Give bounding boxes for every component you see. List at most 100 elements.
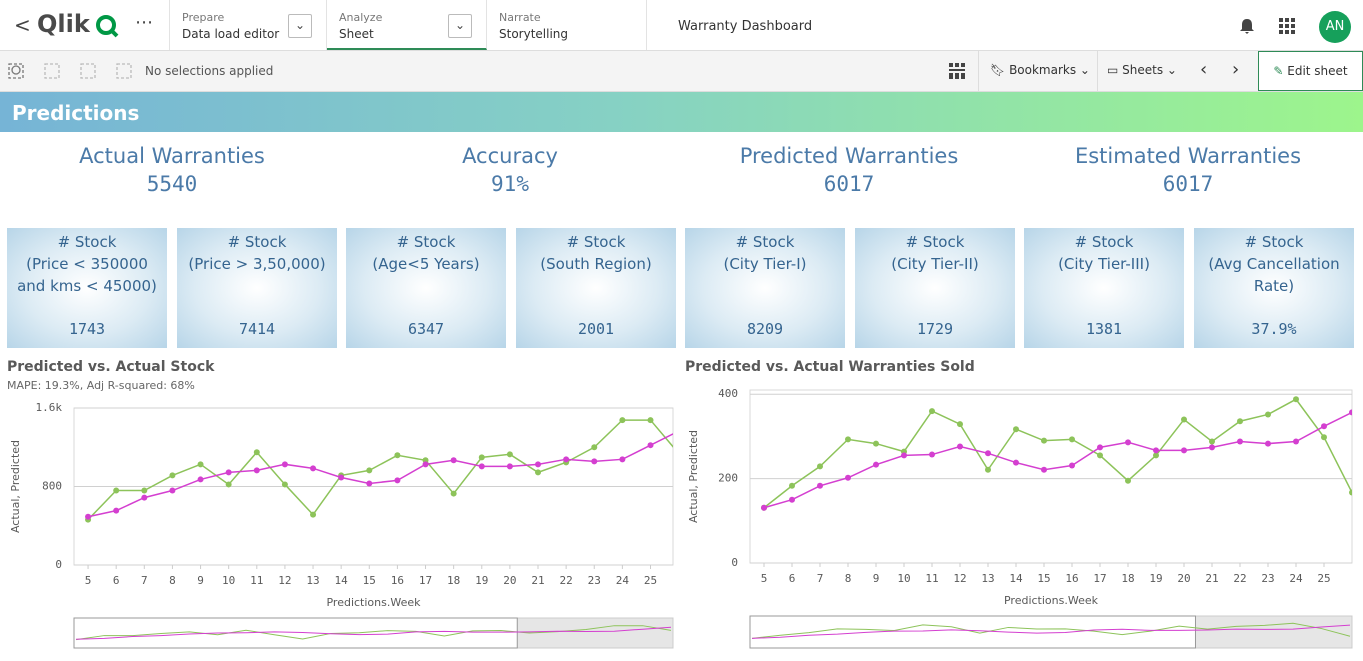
tile-detail: (Age<5 Years)	[372, 255, 480, 273]
next-sheet[interactable]: ›	[1232, 59, 1240, 80]
x-tick-label: 22	[1233, 572, 1246, 585]
x-tick-label: 14	[1009, 572, 1023, 585]
data-point	[1209, 438, 1215, 445]
stock-tile: # Stock (Avg Cancellation Rate) 37.9%	[1194, 228, 1354, 348]
data-point	[1349, 409, 1352, 416]
tile-detail: (Price > 3,50,000)	[188, 255, 326, 273]
x-tick-label: 12	[953, 572, 966, 585]
data-point	[394, 452, 401, 459]
x-tick-label: 21	[531, 574, 544, 587]
sheet-banner: Predictions	[0, 92, 1363, 132]
y-tick-label: 800	[42, 480, 62, 493]
avatar[interactable]: AN	[1319, 11, 1351, 43]
kpi-value: 5540	[146, 172, 198, 196]
edit-sheet-button[interactable]: ✎ Edit sheet	[1258, 51, 1363, 91]
tile-title: # Stock	[396, 233, 456, 251]
x-tick-label: 18	[447, 574, 460, 587]
x-tick-label: 13	[981, 572, 994, 585]
sheets-button[interactable]: ▭ Sheets ⌄	[1107, 63, 1177, 77]
x-tick-label: 11	[925, 572, 938, 585]
data-point	[1265, 440, 1271, 447]
x-tick-label: 17	[419, 574, 432, 587]
chart-subtitle: MAPE: 19.3%, Adj R-squared: 68%	[7, 379, 195, 392]
notifications[interactable]	[1238, 17, 1256, 35]
data-point	[450, 490, 457, 497]
series-line	[87, 433, 673, 518]
divider	[646, 0, 647, 50]
data-point	[957, 443, 963, 450]
y-axis-title: Actual, Predicted	[687, 430, 700, 523]
minimap-line	[751, 622, 1351, 639]
tile-value: 1729	[916, 320, 954, 338]
series-line	[763, 398, 1352, 509]
x-tick-label: 7	[817, 572, 824, 585]
minimap-view-window	[749, 615, 1196, 649]
tile-detail: (Price < 350000 and kms < 45000)	[17, 255, 157, 295]
tile-title: # Stock	[735, 233, 795, 251]
data-point	[1153, 447, 1159, 454]
data-point	[1237, 438, 1243, 445]
data-point	[113, 507, 120, 514]
kpi-label: Estimated Warranties	[1074, 144, 1302, 168]
logo[interactable]: Qlik	[37, 10, 90, 38]
data-point	[535, 469, 542, 476]
chart-title: Predicted vs. Actual Stock	[7, 359, 215, 375]
stock-tile: # Stock (Age<5 Years) 6347	[346, 228, 506, 348]
data-point	[1181, 416, 1187, 423]
minimap-line	[75, 626, 672, 640]
data-point	[563, 456, 570, 463]
x-tick-label: 17	[1093, 572, 1106, 585]
tab-item: Storytelling	[499, 27, 569, 41]
x-tick-label: 23	[588, 574, 601, 587]
x-tick-label: 16	[391, 574, 404, 587]
bookmarks-label: Bookmarks	[1009, 63, 1077, 77]
x-tick-label: 25	[644, 574, 657, 587]
apps-menu[interactable]	[1279, 18, 1297, 36]
x-axis-title: Predictions.Week	[326, 596, 421, 609]
bookmarks-button[interactable]: 🔖︎ Bookmarks ⌄	[990, 63, 1090, 77]
data-point	[873, 461, 879, 468]
data-point	[789, 496, 795, 503]
x-tick-label: 7	[141, 574, 148, 587]
stock-tile: # Stock (City Tier-III) 1381	[1024, 228, 1184, 348]
data-point	[845, 436, 851, 443]
data-point	[761, 504, 767, 511]
y-tick-label: 0	[731, 556, 738, 569]
data-point	[338, 474, 345, 481]
data-point	[281, 461, 288, 468]
assets-toggle[interactable]	[949, 63, 966, 80]
back-button[interactable]: <	[14, 13, 31, 37]
divider	[169, 0, 170, 50]
data-point	[366, 467, 373, 474]
data-point	[647, 442, 654, 449]
x-tick-label: 19	[475, 574, 488, 587]
tab-label: Prepare	[182, 11, 225, 24]
plot	[85, 417, 673, 523]
data-point	[478, 454, 485, 461]
data-point	[169, 472, 176, 479]
data-point	[478, 463, 485, 470]
x-tick-label: 23	[1261, 572, 1274, 585]
kpi-label: Accuracy	[462, 144, 558, 168]
minimap-line	[75, 625, 672, 641]
y-tick-label: 400	[718, 387, 738, 400]
nav-tab[interactable]: Narrate Storytelling	[487, 0, 647, 50]
data-point	[957, 421, 963, 428]
x-tick-label: 11	[250, 574, 263, 587]
data-point	[985, 450, 991, 457]
tile-title: # Stock	[1244, 233, 1304, 251]
stock-tile: # Stock (Price < 350000 and kms < 45000) 1…	[7, 228, 167, 348]
x-tick-label: 20	[1177, 572, 1190, 585]
kpi: Accuracy 91%	[360, 144, 660, 196]
top-bar: < Qlik ⋯ Prepare Data load editor ⌄ Analyze…	[0, 0, 1363, 51]
data-point	[817, 482, 823, 489]
selection-tools[interactable]	[8, 62, 138, 80]
data-point	[1265, 411, 1271, 418]
more-menu[interactable]: ⋯	[135, 12, 153, 33]
nav-tab[interactable]: Prepare Data load editor ⌄	[170, 0, 327, 50]
data-point	[1209, 444, 1215, 451]
previous-sheet[interactable]: ‹	[1200, 59, 1208, 80]
data-point	[113, 487, 120, 494]
minimap-out-of-view	[1195, 616, 1352, 648]
nav-tab[interactable]: Analyze Sheet ⌄	[327, 0, 487, 50]
